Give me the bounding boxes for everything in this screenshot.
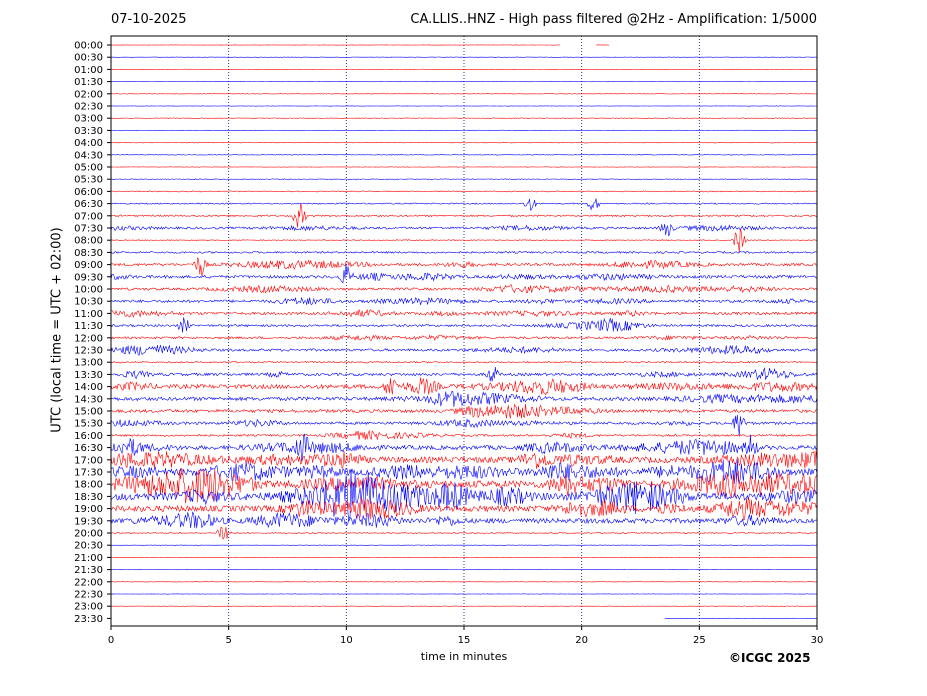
y-tick-label-0700: 07:00 (74, 211, 103, 222)
trace-layer (110, 44, 818, 619)
trace-0730 (110, 223, 818, 237)
trace-1530 (110, 414, 818, 435)
grid-layer (228, 36, 700, 626)
y-tick-label-0400: 04:00 (74, 138, 103, 149)
y-tick-label-1530: 15:30 (74, 419, 103, 430)
y-tick-label-1900: 19:00 (74, 504, 103, 515)
y-tick-label-2130: 21:30 (74, 565, 103, 576)
y-tick-label-2000: 20:00 (74, 529, 103, 540)
y-tick-label-0630: 06:30 (74, 199, 103, 210)
y-tick-label-1330: 13:30 (74, 370, 103, 381)
trace-0900 (110, 257, 818, 276)
trace-0930 (110, 264, 818, 284)
trace-1700 (110, 450, 818, 469)
trace-0530 (110, 178, 818, 180)
trace-0600 (111, 190, 818, 193)
y-tick-label-0130: 01:30 (74, 77, 103, 88)
y-tick-label-1200: 12:00 (74, 333, 103, 344)
x-tick-label-10: 10 (340, 635, 353, 646)
y-tick-label-1630: 16:30 (74, 443, 103, 454)
x-tick-label-15: 15 (458, 635, 471, 646)
y-tick-label-1100: 11:00 (74, 309, 103, 320)
trace-1130 (110, 317, 818, 333)
x-axis-label: time in minutes (420, 650, 508, 663)
x-tick-label-5: 5 (225, 635, 231, 646)
y-tick-label-1930: 19:30 (74, 516, 103, 527)
y-tick-label-2200: 22:00 (74, 577, 103, 588)
y-tick-label-1230: 12:30 (74, 346, 103, 357)
trace-0800 (110, 228, 818, 253)
y-tick-label-0730: 07:30 (74, 224, 103, 235)
y-tick-label-1130: 11:30 (74, 321, 103, 332)
y-tick-label-0500: 05:00 (74, 163, 103, 174)
y-tick-label-2300: 23:00 (74, 602, 103, 613)
trace-0630 (110, 198, 818, 211)
trace-1030 (110, 296, 818, 306)
y-tick-label-1400: 14:00 (74, 382, 103, 393)
y-tick-label-1000: 10:00 (74, 285, 103, 296)
trace-1630 (110, 433, 818, 462)
y-tick-label-0830: 08:30 (74, 248, 103, 259)
y-tick-label-1700: 17:00 (74, 455, 103, 466)
y-tick-label-1730: 17:30 (74, 468, 103, 479)
trace-0700 (110, 203, 818, 228)
y-tick-label-2030: 20:30 (74, 541, 103, 552)
trace-0830 (110, 250, 818, 254)
y-tick-label-1830: 18:30 (74, 492, 103, 503)
y-tick-label-0930: 09:30 (74, 272, 103, 283)
y-tick-label-0100: 01:00 (74, 65, 103, 76)
x-tick-label-0: 0 (108, 635, 114, 646)
trace-1800 (110, 467, 818, 504)
trace-0430 (110, 154, 818, 156)
x-tick-label-20: 20 (575, 635, 588, 646)
trace-1200 (110, 334, 818, 342)
trace-1830 (110, 469, 818, 522)
y-tick-label-0530: 05:30 (74, 175, 103, 186)
trace-1400 (110, 377, 818, 396)
y-tick-label-2330: 23:30 (74, 614, 103, 625)
y-tick-label-0230: 02:30 (74, 102, 103, 113)
x-tick-label-30: 30 (811, 635, 824, 646)
copyright-label: ©ICGC 2025 (729, 651, 811, 665)
y-tick-label-0030: 00:30 (74, 53, 103, 64)
y-tick-label-0200: 02:00 (74, 89, 103, 100)
trace-1600 (111, 429, 818, 441)
y-tick-label-2230: 22:30 (74, 590, 103, 601)
y-tick-label-1300: 13:00 (74, 358, 103, 369)
x-tick-label-25: 25 (693, 635, 706, 646)
trace-1330 (110, 366, 818, 382)
chart-title: CA.LLIS..HNZ - High pass filtered @2Hz -… (410, 12, 817, 27)
trace-1930 (110, 511, 818, 529)
y-tick-label-0000: 00:00 (74, 41, 103, 52)
trace-0400 (110, 141, 818, 144)
chart-date: 07-10-2025 (111, 12, 187, 27)
trace-1500 (110, 403, 818, 419)
y-tick-label-0900: 09:00 (74, 260, 103, 271)
y-tick-label-0300: 03:00 (74, 114, 103, 125)
y-tick-label-0600: 06:00 (74, 187, 103, 198)
trace-1430 (110, 390, 818, 407)
y-tick-label-0800: 08:00 (74, 236, 103, 247)
trace-1300 (110, 360, 818, 364)
y-tick-label-1030: 10:30 (74, 297, 103, 308)
trace-1730 (110, 459, 818, 484)
y-tick-label-1600: 16:00 (74, 431, 103, 442)
y-tick-label-0430: 04:30 (74, 150, 103, 161)
y-tick-label-2100: 21:00 (74, 553, 103, 564)
trace-0300 (110, 117, 818, 119)
y-tick-label-1500: 15:00 (74, 407, 103, 418)
trace-1230 (110, 344, 818, 356)
y-tick-label-0330: 03:30 (74, 126, 103, 137)
y-tick-label-1430: 14:30 (74, 394, 103, 405)
trace-2000 (110, 527, 818, 540)
trace-1900 (110, 497, 818, 521)
y-tick-label-1800: 18:00 (74, 480, 103, 491)
trace-1000 (110, 284, 818, 294)
trace-1100 (110, 309, 818, 318)
